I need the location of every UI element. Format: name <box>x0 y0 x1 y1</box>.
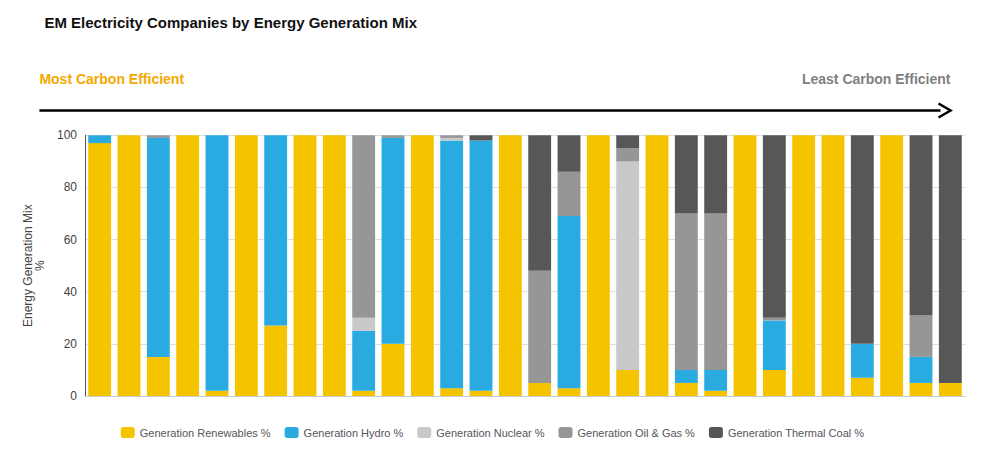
svg-text:%: % <box>33 260 47 271</box>
svg-text:Energy Generation Mix: Energy Generation Mix <box>21 204 36 327</box>
svg-text:60: 60 <box>64 233 78 247</box>
svg-text:Least Carbon Efficient: Least Carbon Efficient <box>802 71 951 87</box>
svg-text:Generation Oil & Gas %: Generation Oil & Gas % <box>578 427 696 439</box>
svg-text:Generation Nuclear %: Generation Nuclear % <box>436 427 544 439</box>
svg-text:Generation Thermal Coal %: Generation Thermal Coal % <box>728 427 864 439</box>
svg-text:Generation Renewables %: Generation Renewables % <box>140 427 271 439</box>
svg-text:Most Carbon Efficient: Most Carbon Efficient <box>39 71 184 87</box>
svg-text:EM Electricity Companies by En: EM Electricity Companies by Energy Gener… <box>44 14 417 31</box>
svg-text:100: 100 <box>57 128 77 142</box>
svg-text:80: 80 <box>64 180 78 194</box>
svg-text:Generation Hydro %: Generation Hydro % <box>304 427 404 439</box>
svg-text:20: 20 <box>64 337 78 351</box>
svg-text:40: 40 <box>64 285 78 299</box>
svg-text:0: 0 <box>70 389 77 403</box>
